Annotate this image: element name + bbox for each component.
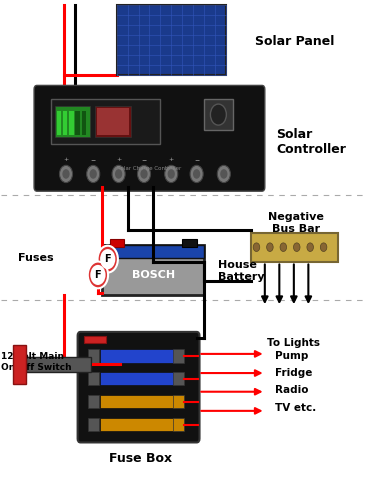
Bar bbox=[109, 239, 124, 247]
Circle shape bbox=[165, 165, 178, 182]
Bar bbox=[97, 108, 130, 135]
Circle shape bbox=[115, 169, 122, 179]
Bar bbox=[251, 233, 338, 262]
Text: Fridge: Fridge bbox=[274, 368, 312, 378]
Bar bbox=[82, 111, 86, 135]
Text: −: − bbox=[194, 157, 199, 162]
Bar bbox=[101, 395, 175, 408]
Bar bbox=[63, 111, 67, 135]
Circle shape bbox=[210, 104, 226, 125]
Circle shape bbox=[168, 169, 175, 179]
Circle shape bbox=[253, 243, 260, 252]
Bar bbox=[55, 106, 90, 137]
Bar bbox=[173, 395, 184, 408]
Bar bbox=[173, 418, 184, 432]
Bar bbox=[57, 111, 61, 135]
Bar bbox=[88, 349, 99, 362]
Bar bbox=[102, 245, 204, 258]
Circle shape bbox=[141, 169, 147, 179]
Text: F: F bbox=[104, 254, 111, 264]
Circle shape bbox=[193, 169, 200, 179]
Circle shape bbox=[100, 249, 115, 269]
Text: BOSCH: BOSCH bbox=[131, 270, 175, 280]
Circle shape bbox=[320, 243, 327, 252]
Circle shape bbox=[112, 165, 125, 182]
Bar bbox=[88, 395, 99, 408]
Text: −: − bbox=[91, 157, 96, 162]
Circle shape bbox=[90, 265, 105, 285]
Bar bbox=[173, 372, 184, 385]
Circle shape bbox=[88, 262, 108, 288]
Bar bbox=[95, 106, 131, 137]
Text: Solar
Controller: Solar Controller bbox=[276, 128, 346, 156]
FancyBboxPatch shape bbox=[78, 332, 199, 443]
Bar bbox=[101, 349, 175, 362]
Text: Radio: Radio bbox=[274, 385, 308, 396]
Circle shape bbox=[217, 165, 230, 182]
Text: F: F bbox=[95, 270, 101, 280]
Bar bbox=[102, 245, 204, 295]
Bar bbox=[182, 239, 197, 247]
Bar bbox=[14, 345, 26, 384]
Text: House
Battery: House Battery bbox=[219, 260, 265, 282]
Text: Negative
Bus Bar: Negative Bus Bar bbox=[268, 213, 324, 234]
Text: Solar Charge Controller: Solar Charge Controller bbox=[117, 166, 182, 171]
Bar bbox=[101, 372, 175, 385]
Text: Solar Panel: Solar Panel bbox=[255, 35, 334, 48]
Bar bbox=[117, 5, 225, 75]
Text: Pump: Pump bbox=[274, 351, 308, 361]
Circle shape bbox=[190, 165, 203, 182]
Circle shape bbox=[280, 243, 287, 252]
Bar bbox=[88, 418, 99, 432]
Text: +: + bbox=[169, 157, 174, 162]
Bar bbox=[88, 372, 99, 385]
Bar bbox=[84, 336, 106, 343]
Text: −: − bbox=[141, 157, 147, 162]
Text: 12 volt Main
On/Off Switch: 12 volt Main On/Off Switch bbox=[1, 352, 71, 372]
Bar bbox=[101, 418, 175, 432]
Circle shape bbox=[98, 246, 118, 273]
Circle shape bbox=[267, 243, 273, 252]
Bar bbox=[52, 99, 160, 144]
Circle shape bbox=[138, 165, 150, 182]
Circle shape bbox=[307, 243, 313, 252]
Text: TV etc.: TV etc. bbox=[274, 403, 316, 412]
Bar bbox=[204, 99, 233, 130]
Text: +: + bbox=[116, 157, 121, 162]
Text: Fuses: Fuses bbox=[18, 252, 53, 263]
Circle shape bbox=[62, 169, 70, 179]
Text: To Lights: To Lights bbox=[267, 338, 320, 348]
Text: Fuse Box: Fuse Box bbox=[109, 452, 172, 465]
FancyBboxPatch shape bbox=[34, 85, 265, 191]
Bar bbox=[69, 111, 74, 135]
Bar bbox=[26, 357, 92, 372]
Bar bbox=[173, 349, 184, 362]
Circle shape bbox=[59, 165, 72, 182]
Text: +: + bbox=[63, 157, 69, 162]
Circle shape bbox=[220, 169, 227, 179]
Circle shape bbox=[294, 243, 300, 252]
Bar bbox=[75, 111, 80, 135]
Circle shape bbox=[90, 169, 97, 179]
Circle shape bbox=[87, 165, 100, 182]
